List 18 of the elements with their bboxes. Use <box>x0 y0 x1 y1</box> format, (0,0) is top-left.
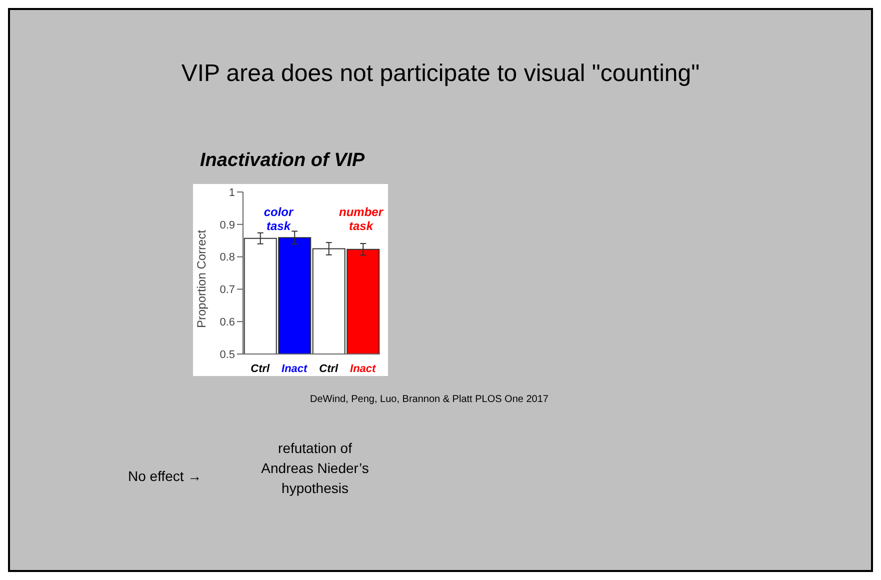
x-tick-label: Inact <box>350 363 378 375</box>
chart-subtitle: Inactivation of VIP <box>200 150 365 172</box>
y-tick-label: 0.9 <box>220 219 235 232</box>
y-tick-label: 0.5 <box>220 348 235 361</box>
text: refutation of Andreas Nieder’s hypothesis <box>260 439 370 498</box>
text: DeWind, Peng, Luo, Brannon & Platt PLOS One 2017 <box>310 394 550 405</box>
x-tick-label: Ctrl <box>319 363 340 375</box>
annotation: number task <box>338 205 384 233</box>
y-tick-label: 0.7 <box>220 284 235 296</box>
x-tick-label: Ctrl <box>250 363 271 375</box>
y-axis-title: Proportion Correct <box>194 229 208 328</box>
text: VIP area does not participate to visual "counting" <box>180 60 701 88</box>
y-tick-label: 0.6 <box>220 316 235 329</box>
y-tick-label: 0.8 <box>220 252 235 264</box>
x-tick-label: Inact <box>282 363 309 375</box>
y-tick-label: 1 <box>228 186 235 199</box>
text: No effect → <box>128 468 203 484</box>
annotation: color task <box>262 205 295 233</box>
